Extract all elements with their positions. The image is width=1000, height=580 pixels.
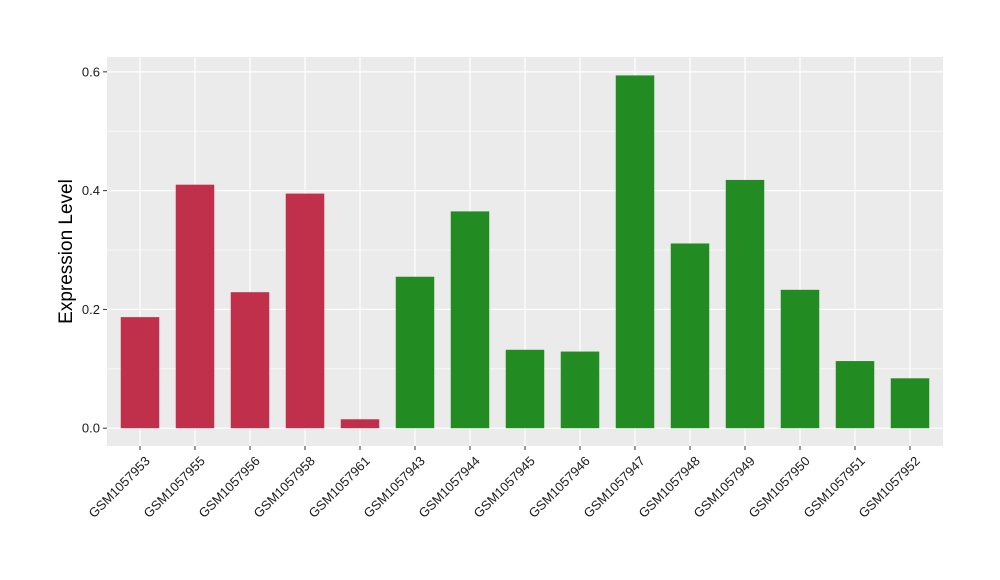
bar-GSM1057952 [890,378,930,429]
y-axis: 0.0 0.2 0.4 0.6 [82,64,107,436]
y-tick-label: 0.6 [82,64,100,79]
bar-GSM1057951 [835,361,875,429]
y-axis-title: Expression Level [56,179,77,324]
bar-GSM1057953 [120,317,160,429]
y-tick-label: 0.2 [82,302,100,317]
bar-GSM1057946 [560,351,600,429]
bar-GSM1057949 [725,179,765,429]
bar-GSM1057943 [395,276,435,429]
bar-GSM1057958 [285,193,325,429]
bar-GSM1057950 [780,289,820,429]
y-tick-label: 0.0 [82,421,100,436]
bars [120,75,930,429]
x-axis: GSM1057953GSM1057955GSM1057956GSM1057958… [86,446,923,521]
bar-GSM1057947 [615,75,655,429]
y-tick-label: 0.4 [82,183,100,198]
bar-GSM1057945 [505,349,545,429]
bar-GSM1057944 [450,211,490,429]
bar-GSM1057955 [175,184,215,429]
bar-GSM1057961 [340,419,380,429]
bar-GSM1057948 [670,243,710,429]
bar-GSM1057956 [230,292,270,429]
